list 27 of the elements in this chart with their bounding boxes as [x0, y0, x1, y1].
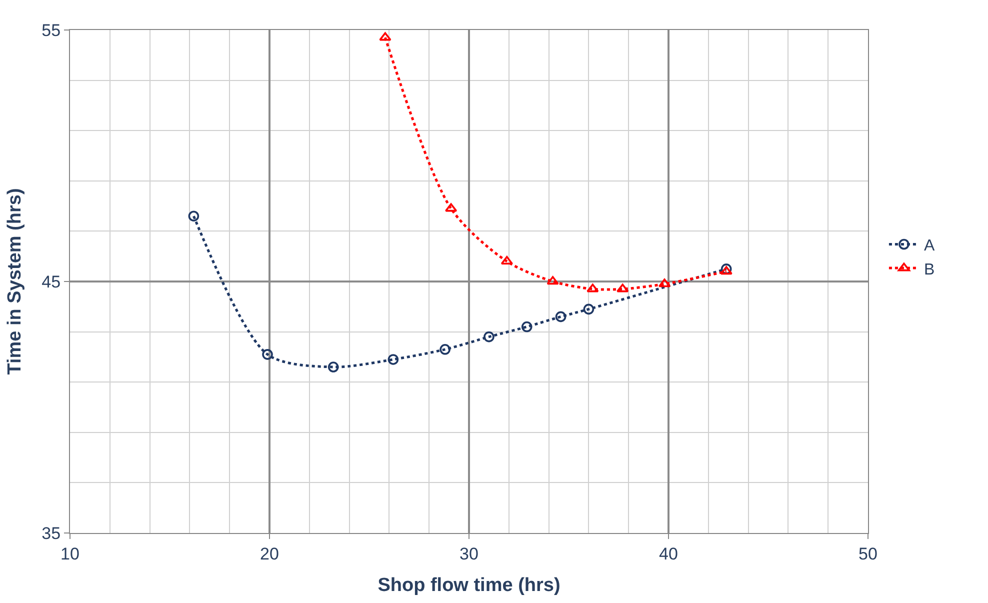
point	[500, 256, 514, 265]
point	[262, 349, 273, 360]
point	[484, 331, 494, 342]
point	[546, 276, 559, 285]
x-axis-title: Shop flow time (hrs)	[378, 575, 560, 596]
legend-label: B	[924, 261, 935, 278]
point	[388, 354, 399, 365]
x-tick-label: 40	[659, 544, 678, 564]
x-tick-label: 10	[60, 544, 80, 564]
x-tick-label: 50	[858, 544, 878, 564]
y-tick-label: 35	[42, 524, 61, 543]
y-tick-label: 45	[42, 272, 61, 292]
point	[586, 284, 599, 292]
x-tick-label: 30	[460, 544, 478, 564]
point	[616, 284, 629, 292]
x-tick-label: 20	[260, 544, 279, 564]
legend-label: A	[924, 237, 935, 254]
point	[440, 344, 450, 355]
point	[328, 362, 339, 372]
y-tick-label: 55	[42, 20, 61, 40]
point	[379, 32, 392, 41]
point	[521, 321, 532, 332]
point	[583, 304, 594, 315]
point	[720, 266, 732, 275]
y-axis-title: Time in System (hrs)	[4, 188, 26, 375]
point	[188, 210, 200, 222]
point	[555, 311, 566, 322]
